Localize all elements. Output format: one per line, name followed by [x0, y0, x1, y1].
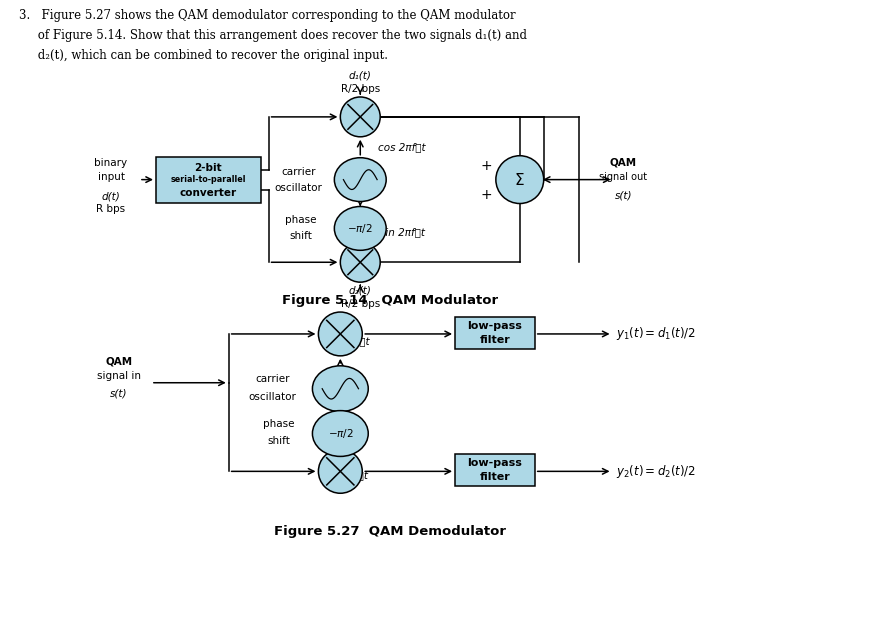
Text: s(t): s(t): [110, 389, 128, 399]
Text: shift: shift: [289, 231, 311, 242]
Ellipse shape: [334, 158, 385, 202]
Circle shape: [318, 312, 362, 356]
Text: low-pass: low-pass: [467, 321, 522, 331]
Text: carrier: carrier: [255, 374, 290, 384]
Text: carrier: carrier: [281, 167, 316, 176]
Text: binary: binary: [95, 158, 128, 167]
Text: 2-bit: 2-bit: [194, 163, 222, 173]
Text: $\Sigma$: $\Sigma$: [514, 171, 525, 187]
Text: 3.   Figure 5.27 shows the QAM demodulator corresponding to the QAM modulator: 3. Figure 5.27 shows the QAM demodulator…: [20, 9, 515, 22]
FancyBboxPatch shape: [454, 455, 534, 486]
Text: signal out: signal out: [599, 172, 646, 182]
Circle shape: [340, 242, 380, 282]
Text: sin 2πfⲝt: sin 2πfⲝt: [323, 470, 367, 480]
Text: cos 2πfⲝt: cos 2πfⲝt: [378, 142, 426, 152]
Text: d(t): d(t): [102, 191, 121, 202]
Text: shift: shift: [266, 437, 290, 446]
Text: input: input: [97, 172, 124, 182]
Text: phase: phase: [263, 419, 294, 428]
Text: R/2 bps: R/2 bps: [341, 84, 379, 94]
Text: cos 2πfⲝt: cos 2πfⲝt: [321, 336, 368, 346]
Ellipse shape: [312, 366, 367, 412]
Text: filter: filter: [479, 335, 510, 345]
Text: signal in: signal in: [97, 371, 141, 381]
Text: $-\pi/2$: $-\pi/2$: [327, 427, 353, 440]
Text: R/2 bps: R/2 bps: [341, 299, 379, 309]
Text: of Figure 5.14. Show that this arrangement does recover the two signals d₁(t) an: of Figure 5.14. Show that this arrangeme…: [20, 29, 527, 42]
Text: +: +: [479, 187, 491, 202]
Text: $-\pi/2$: $-\pi/2$: [347, 222, 373, 235]
Ellipse shape: [334, 207, 385, 251]
Ellipse shape: [312, 411, 367, 457]
Text: d₁(t): d₁(t): [349, 70, 371, 80]
Text: serial-to-parallel: serial-to-parallel: [170, 175, 246, 184]
FancyBboxPatch shape: [156, 156, 260, 202]
Text: QAM: QAM: [609, 158, 637, 167]
Text: converter: converter: [180, 187, 237, 198]
Circle shape: [495, 156, 543, 204]
Text: s(t): s(t): [614, 191, 631, 200]
Text: $y_1(t) = d_1(t)/2$: $y_1(t) = d_1(t)/2$: [616, 325, 696, 343]
FancyBboxPatch shape: [454, 317, 534, 349]
Text: +: +: [479, 158, 491, 173]
Text: oscillator: oscillator: [274, 183, 322, 193]
Text: d₂(t), which can be combined to recover the original input.: d₂(t), which can be combined to recover …: [20, 49, 388, 62]
Text: filter: filter: [479, 472, 510, 482]
Circle shape: [318, 450, 362, 493]
Text: sin 2πfⲝt: sin 2πfⲝt: [379, 227, 424, 238]
Text: oscillator: oscillator: [249, 392, 296, 402]
Text: Figure 5.14   QAM Modulator: Figure 5.14 QAM Modulator: [282, 294, 498, 307]
Text: QAM: QAM: [105, 357, 132, 367]
Text: d₂(t): d₂(t): [349, 285, 371, 295]
Text: $y_2(t) = d_2(t)/2$: $y_2(t) = d_2(t)/2$: [616, 463, 696, 480]
Text: R bps: R bps: [97, 205, 125, 214]
Text: low-pass: low-pass: [467, 459, 522, 468]
Circle shape: [340, 97, 380, 137]
Text: phase: phase: [284, 216, 316, 225]
Text: Figure 5.27  QAM Demodulator: Figure 5.27 QAM Demodulator: [274, 525, 506, 538]
